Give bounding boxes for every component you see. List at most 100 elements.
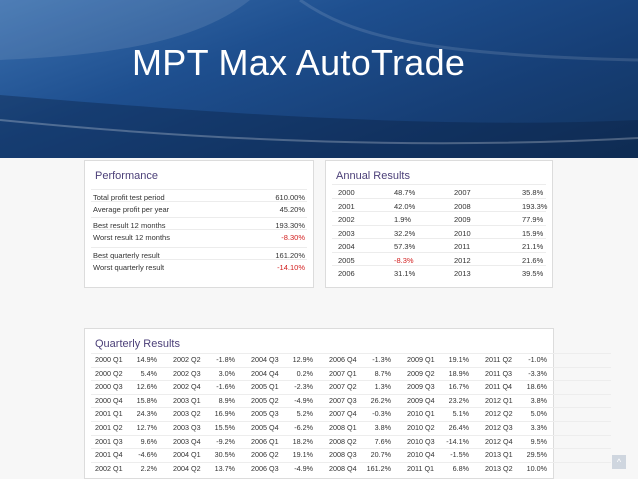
quarter-value: 3.0% [218, 368, 235, 378]
quarter-label: 2004 Q1 [173, 450, 201, 460]
quarter-label: 2003 Q2 [173, 409, 201, 419]
quarter-value: 1.3% [374, 382, 391, 392]
annual-results-title: Annual Results [336, 170, 410, 182]
quarterly-results-panel: Quarterly Results 2000 Q1 14.9% 2002 Q2 -1.… [84, 328, 611, 479]
quarter-value: 5.4% [140, 368, 157, 378]
quarter-value: 15.5% [214, 423, 235, 432]
quarter-value: 18.6% [526, 382, 547, 392]
quarterly-row: 2001 Q2 12.7% 2003 Q3 15.5% 2005 Q4 -6.2% 2008… [91, 421, 611, 432]
performance-panel: Performance Total profit test period 610.… [84, 160, 314, 288]
quarterly-row: 2000 Q2 5.4% 2002 Q3 3.0% 2004 Q4 0.2% 2007 Q1… [91, 366, 611, 378]
quarter-value: 19.1% [448, 355, 469, 364]
performance-label: Worst result 12 months [93, 233, 170, 242]
performance-label: Total profit test period [93, 193, 165, 202]
annual-value: 21.6% [522, 255, 544, 265]
annual-value: 42.0% [394, 201, 416, 211]
annual-year: 2004 [338, 242, 355, 251]
annual-value: -8.3% [394, 255, 414, 265]
quarter-label: 2003 Q1 [173, 395, 201, 405]
performance-value: 45.20% [279, 205, 305, 214]
annual-year: 2011 [454, 242, 471, 251]
quarter-label: 2007 Q4 [329, 409, 357, 419]
quarter-value: 12.9% [292, 355, 313, 364]
quarter-value: 161.2% [366, 463, 391, 473]
quarter-value: -4.6% [138, 450, 157, 460]
quarter-value: 3.8% [530, 395, 547, 405]
quarter-label: 2009 Q4 [407, 395, 435, 405]
quarter-value: 30.5% [214, 450, 235, 460]
quarter-value: 24.3% [136, 409, 157, 419]
slide-header: MPT Max AutoTrade [0, 0, 638, 160]
quarter-value: 8.7% [374, 368, 391, 378]
annual-value: 48.7% [394, 188, 416, 197]
quarter-value: -1.8% [216, 355, 235, 364]
annual-year: 2001 [338, 201, 355, 211]
chevron-up-icon[interactable]: ^ [612, 455, 626, 469]
quarter-label: 2010 Q1 [407, 409, 435, 419]
quarter-label: 2012 Q4 [485, 436, 513, 446]
quarter-value: 8.9% [218, 395, 235, 405]
annual-value: 77.9% [522, 215, 544, 224]
quarter-value: 9.6% [140, 436, 157, 446]
quarter-label: 2000 Q2 [95, 368, 123, 378]
quarter-value: 18.9% [448, 368, 469, 378]
quarter-value: -4.9% [294, 395, 313, 405]
quarter-label: 2010 Q4 [407, 450, 435, 460]
performance-row: Worst result 12 months -8.30% [91, 229, 307, 243]
quarter-value: 2.2% [140, 463, 157, 473]
quarter-value: 13.7% [214, 463, 235, 473]
performance-value: 161.20% [275, 251, 305, 260]
annual-year: 2002 [338, 215, 355, 224]
annual-year: 2006 [338, 269, 355, 278]
quarterly-results-title: Quarterly Results [95, 338, 180, 350]
quarter-value: 0.2% [296, 368, 313, 378]
performance-value: -8.30% [281, 233, 305, 242]
performance-value: -14.10% [277, 263, 305, 272]
quarter-label: 2006 Q3 [251, 463, 279, 473]
quarter-value: 12.7% [136, 423, 157, 432]
annual-row: 2000 48.7% 2007 35.8% [332, 184, 546, 198]
quarter-value: 23.2% [448, 395, 469, 405]
quarter-value: -14.1% [446, 436, 469, 446]
quarter-label: 2012 Q2 [485, 409, 513, 419]
quarter-value: -1.0% [528, 355, 547, 364]
quarter-value: 29.5% [526, 450, 547, 460]
quarter-value: 26.2% [370, 395, 391, 405]
quarter-value: 15.8% [136, 395, 157, 405]
annual-year: 2013 [454, 269, 471, 278]
quarter-value: -1.6% [216, 382, 235, 392]
quarter-label: 2008 Q3 [329, 450, 357, 460]
quarterly-row: 2000 Q3 12.6% 2002 Q4 -1.6% 2005 Q1 -2.3% 2007… [91, 380, 611, 391]
annual-year: 2005 [338, 255, 355, 265]
quarter-label: 2009 Q2 [407, 368, 435, 378]
quarter-value: 3.3% [530, 423, 547, 432]
quarter-label: 2002 Q2 [173, 355, 201, 364]
quarterly-row: 2001 Q3 9.6% 2003 Q4 -9.2% 2006 Q1 18.2% 2008 … [91, 434, 611, 446]
performance-value: 610.00% [275, 193, 305, 202]
quarter-value: 18.2% [292, 436, 313, 446]
quarter-value: -4.9% [294, 463, 313, 473]
quarter-label: 2008 Q1 [329, 423, 357, 432]
quarter-label: 2013 Q2 [485, 463, 513, 473]
quarter-value: 10.0% [526, 463, 547, 473]
quarter-label: 2012 Q3 [485, 423, 513, 432]
performance-row: Best quarterly result 161.20% [91, 247, 307, 261]
quarter-label: 2001 Q4 [95, 450, 123, 460]
slide-content: Performance Total profit test period 610.… [0, 158, 638, 479]
quarter-label: 2007 Q2 [329, 382, 357, 392]
performance-label: Best result 12 months [93, 221, 166, 230]
quarter-label: 2007 Q1 [329, 368, 357, 378]
annual-year: 2000 [338, 188, 355, 197]
quarter-value: -3.3% [528, 368, 547, 378]
annual-year: 2009 [454, 215, 471, 224]
annual-row: 2001 42.0% 2008 193.3% [332, 197, 547, 212]
performance-label: Average profit per year [93, 205, 170, 214]
quarter-label: 2005 Q3 [251, 409, 279, 419]
quarter-label: 2001 Q2 [95, 423, 123, 432]
quarter-label: 2005 Q4 [251, 423, 279, 432]
performance-label: Worst quarterly result [93, 263, 165, 272]
quarter-value: 14.9% [136, 355, 157, 364]
quarter-label: 2011 Q3 [485, 368, 513, 378]
quarter-value: 5.1% [452, 409, 469, 419]
annual-results-panel: Annual Results 2000 48.7% 2007 35.8% 2001 42.… [325, 160, 553, 288]
